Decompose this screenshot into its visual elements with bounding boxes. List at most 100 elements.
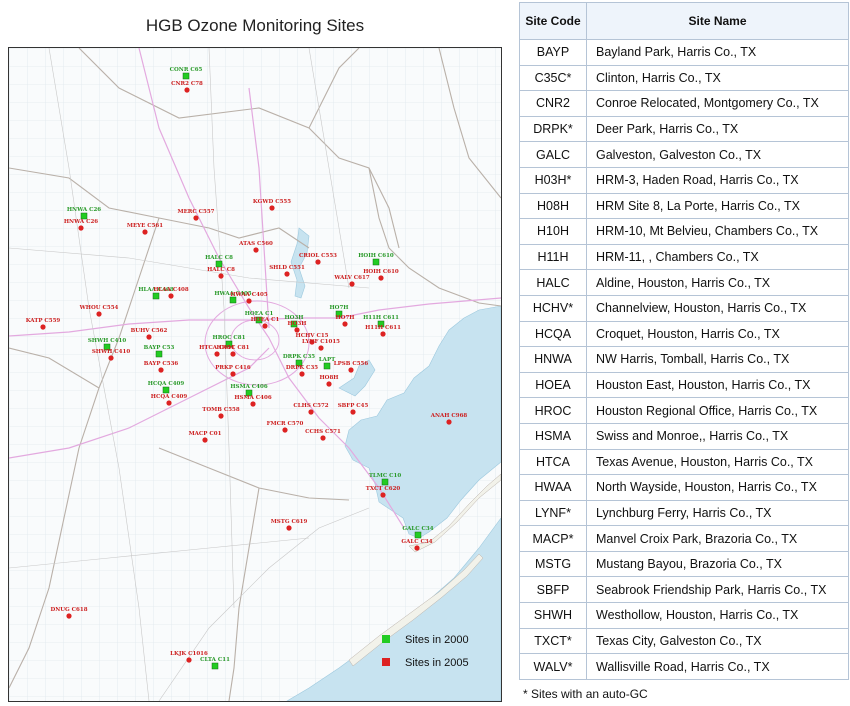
site-2005-marker[interactable] (446, 419, 452, 425)
site-marker[interactable]: PRKP C416 (215, 365, 251, 377)
site-2005-marker[interactable] (246, 298, 252, 304)
site-marker[interactable]: CRIOL C553 (299, 253, 337, 265)
site-2005-marker[interactable] (342, 321, 348, 327)
site-2005-marker[interactable] (186, 657, 192, 663)
site-2005-marker[interactable] (218, 413, 224, 419)
site-marker[interactable]: HO7H (335, 315, 355, 327)
site-marker[interactable]: GALC C34 (402, 526, 434, 539)
site-2005-marker[interactable] (284, 271, 290, 277)
site-2000-marker[interactable] (211, 662, 219, 670)
site-2005-marker[interactable] (166, 400, 172, 406)
site-marker[interactable]: WHOU C554 (79, 305, 119, 317)
site-2005-marker[interactable] (309, 339, 315, 345)
site-2005-marker[interactable] (96, 311, 102, 317)
site-marker[interactable]: H11H C611 (365, 325, 401, 337)
site-marker[interactable]: HTCA C411 (199, 345, 235, 357)
site-2005-marker[interactable] (294, 327, 300, 333)
site-2005-marker[interactable] (269, 205, 275, 211)
site-2000-marker[interactable] (414, 531, 422, 539)
site-marker[interactable]: CONR C65 (170, 67, 203, 80)
site-marker[interactable]: FMCR C570 (267, 421, 304, 433)
site-2000-marker[interactable] (295, 359, 303, 367)
site-2005-marker[interactable] (299, 371, 305, 377)
site-marker[interactable]: DRPK C35 (283, 354, 315, 367)
site-marker[interactable]: SHWH C410 (92, 349, 130, 361)
site-2005-marker[interactable] (414, 545, 420, 551)
site-2005-marker[interactable] (286, 525, 292, 531)
site-2000-marker[interactable] (80, 212, 88, 220)
site-2000-marker[interactable] (152, 292, 160, 300)
site-2005-marker[interactable] (202, 437, 208, 443)
site-marker[interactable]: HWAA C405 (214, 291, 252, 304)
site-2005-marker[interactable] (184, 87, 190, 93)
site-2005-marker[interactable] (146, 334, 152, 340)
site-2000-marker[interactable] (103, 343, 111, 351)
site-marker[interactable]: MSTG C619 (271, 519, 308, 531)
site-2005-marker[interactable] (378, 275, 384, 281)
site-marker[interactable]: SHLD C551 (269, 265, 305, 277)
site-marker[interactable]: TOMB C558 (202, 407, 240, 419)
site-marker[interactable]: HO7H (329, 305, 349, 318)
site-marker[interactable]: DNUG C618 (50, 607, 88, 619)
site-marker[interactable]: DRPK C35 (286, 365, 318, 377)
site-2005-marker[interactable] (193, 215, 199, 221)
site-2005-marker[interactable] (250, 401, 256, 407)
site-marker[interactable]: HO3H (287, 321, 307, 333)
site-marker[interactable]: HNWA C26 (64, 219, 98, 231)
site-marker[interactable]: HO3H (284, 315, 304, 328)
site-marker[interactable]: HWAA C405 (230, 292, 268, 304)
site-2005-marker[interactable] (308, 409, 314, 415)
site-marker[interactable]: TXCT C620 (366, 486, 401, 498)
site-2000-marker[interactable] (245, 389, 253, 397)
site-marker[interactable]: HOEA C1 (245, 311, 274, 324)
site-2000-marker[interactable] (225, 340, 233, 348)
site-2005-marker[interactable] (380, 331, 386, 337)
site-2000-marker[interactable] (255, 316, 263, 324)
site-marker[interactable]: ATAS C560 (238, 241, 273, 253)
site-marker[interactable]: CLTA C11 (200, 657, 230, 670)
site-2005-marker[interactable] (218, 273, 224, 279)
site-marker[interactable]: CCHS C571 (305, 429, 341, 441)
site-marker[interactable]: HCQA C409 (148, 381, 185, 394)
site-marker[interactable]: HLAA C408 (153, 287, 189, 299)
site-2005-marker[interactable] (40, 324, 46, 330)
site-2005-marker[interactable] (262, 323, 268, 329)
site-2005-marker[interactable] (326, 381, 332, 387)
site-2000-marker[interactable] (377, 320, 385, 328)
site-marker[interactable]: TLMC C10 (369, 473, 402, 486)
site-marker[interactable]: HNWA C26 (67, 207, 101, 220)
site-2005-marker[interactable] (318, 345, 324, 351)
site-marker[interactable]: MERC C557 (177, 209, 215, 221)
site-marker[interactable]: HOEA C1 (251, 317, 280, 329)
site-marker[interactable]: MACP C01 (189, 431, 222, 443)
site-2005-marker[interactable] (168, 293, 174, 299)
site-marker[interactable]: KGWD C555 (253, 199, 291, 211)
site-marker[interactable]: MEYE C561 (127, 223, 163, 235)
site-2000-marker[interactable] (335, 310, 343, 318)
site-marker[interactable]: WALV C617 (333, 275, 370, 287)
site-marker[interactable]: LKJK C1016 (170, 651, 208, 663)
site-2005-marker[interactable] (349, 281, 355, 287)
map-canvas[interactable]: CONR C65 CNR2 C78 HNWA C26 HNWA C26 MEYE C56… (9, 48, 501, 701)
site-marker[interactable]: HSMA C406 (234, 395, 272, 407)
site-marker[interactable]: HOIH C610 (358, 253, 394, 266)
site-2000-marker[interactable] (155, 350, 163, 358)
site-marker[interactable]: HLAA C408 (138, 287, 174, 300)
site-marker[interactable]: HALC C8 (205, 255, 233, 268)
site-2000-marker[interactable] (182, 72, 190, 80)
site-marker[interactable]: SHWH C410 (88, 338, 126, 351)
site-2005-marker[interactable] (253, 247, 259, 253)
site-marker[interactable]: CNR2 C78 (171, 81, 203, 93)
site-marker[interactable]: ANAH C968 (430, 413, 468, 425)
site-marker[interactable]: LAPT (319, 357, 336, 370)
site-marker[interactable]: SBFP C45 (338, 403, 369, 415)
site-2005-marker[interactable] (158, 367, 164, 373)
site-marker[interactable]: LPSB C556 (334, 361, 369, 373)
site-marker[interactable]: GALC C34 (401, 539, 433, 551)
site-2005-marker[interactable] (230, 371, 236, 377)
site-marker[interactable]: BUHV C562 (131, 328, 168, 340)
site-marker[interactable]: LYNF C1015 (302, 339, 340, 351)
site-marker[interactable]: H11H C611 (363, 315, 399, 328)
site-2000-marker[interactable] (229, 296, 237, 304)
site-2005-marker[interactable] (282, 427, 288, 433)
